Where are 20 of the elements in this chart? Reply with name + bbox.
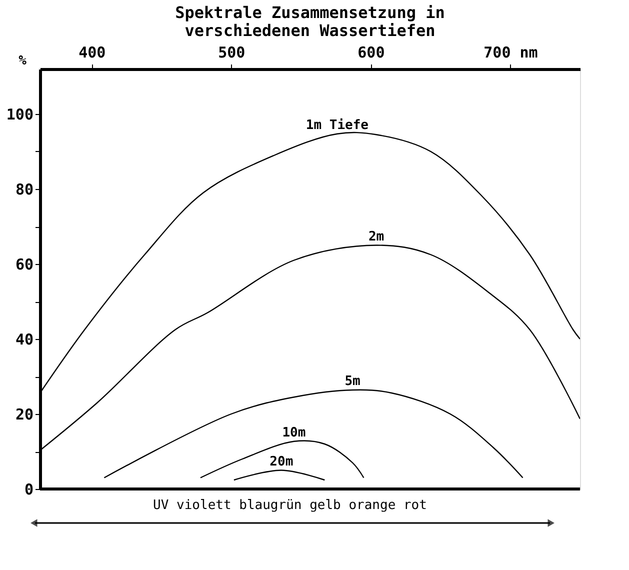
series-label: 5m: [344, 374, 361, 389]
y-tick-label: 0: [24, 480, 34, 498]
x-tick-label: 600: [358, 44, 385, 62]
y-tick-label: 80: [15, 180, 34, 198]
x-tick-label: 700 nm: [484, 44, 538, 62]
series-label: 10m: [282, 425, 306, 440]
y-tick-label: 60: [15, 256, 34, 274]
y-tick-label: 40: [15, 330, 34, 348]
line-series: [200, 440, 364, 478]
series-label: 20m: [270, 454, 294, 470]
x-tick-label: 400: [78, 44, 106, 62]
y-tick-label: 100: [6, 106, 34, 124]
series-label: 2m: [368, 229, 384, 244]
y-tick-label: 20: [15, 406, 34, 424]
line-series: [104, 389, 524, 478]
text: UV violett blaugrün gelb orange rot: [153, 498, 427, 513]
chart-title: Spektrale Zusammensetzung in verschiedenen Wassertiefen: [175, 3, 445, 40]
series-label: 1m Tiefe: [306, 118, 369, 133]
x-tick-label: 500: [218, 44, 246, 62]
y-axis-title: %: [18, 54, 27, 68]
